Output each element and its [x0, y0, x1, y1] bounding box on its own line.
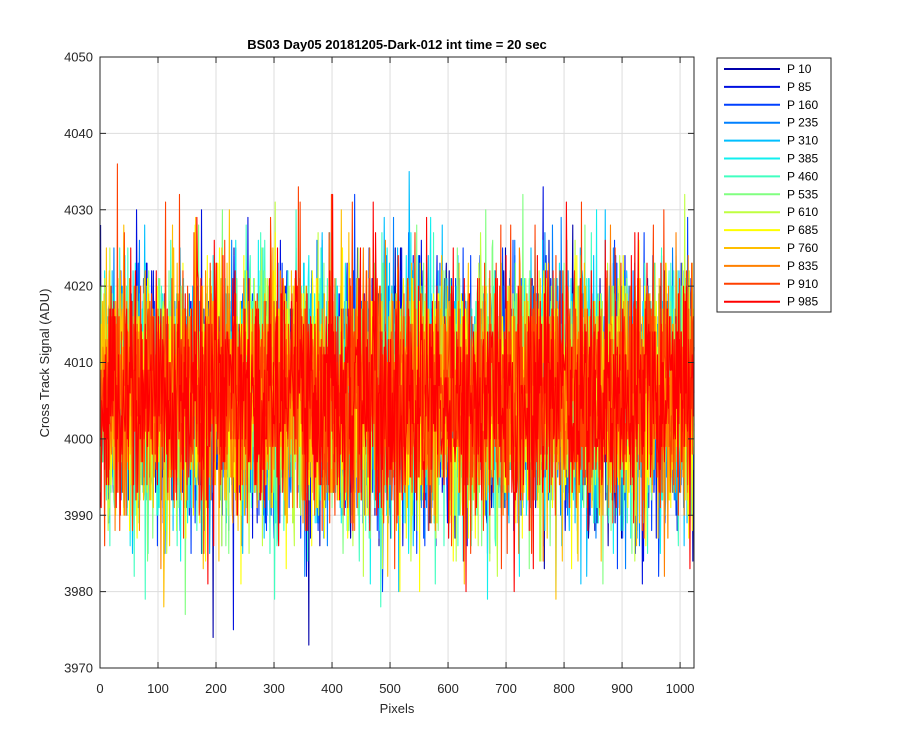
legend-label: P 160	[787, 98, 818, 112]
chart-title: BS03 Day05 20181205-Dark-012 int time = …	[247, 37, 547, 52]
legend-items: P 10 P 85 P 160 P 235 P 310 P 385 P 460 P 535 P …	[724, 62, 818, 309]
plot-area	[99, 56, 695, 669]
y-tick-label: 4000	[64, 431, 93, 446]
legend-label: P 310	[787, 134, 818, 148]
legend-label: P 910	[787, 277, 818, 291]
y-tick-label: 4010	[64, 355, 93, 370]
y-tick-label: 3980	[64, 584, 93, 599]
y-tick-label: 4020	[64, 279, 93, 294]
legend-label: P 385	[787, 152, 818, 166]
legend-label: P 235	[787, 116, 818, 130]
series-lines	[100, 163, 695, 646]
legend: P 10 P 85 P 160 P 235 P 310 P 385 P 460 P 535 P …	[716, 57, 832, 313]
legend-label: P 760	[787, 241, 818, 255]
legend-label: P 460	[787, 169, 818, 183]
legend-label: P 685	[787, 223, 818, 237]
x-tick-label: 400	[321, 681, 343, 696]
legend-label: P 835	[787, 259, 818, 273]
y-tick-label: 4040	[64, 126, 93, 141]
legend-label: P 85	[787, 80, 812, 94]
x-tick-label: 500	[379, 681, 401, 696]
legend-box	[716, 57, 832, 313]
x-axis: 0 100 200 300 400 500 600 700 800 900 1000	[96, 57, 695, 696]
y-axis: 3970 3980 3990 4000 4010 4020 4030 4040 4050	[64, 50, 694, 676]
y-tick-label: 3970	[64, 661, 93, 676]
legend-label: P 985	[787, 295, 818, 309]
x-tick-label: 600	[437, 681, 459, 696]
x-tick-label: 900	[611, 681, 633, 696]
x-tick-label: 700	[495, 681, 517, 696]
x-tick-label: 300	[263, 681, 285, 696]
x-tick-label: 100	[147, 681, 169, 696]
legend-label: P 535	[787, 187, 818, 201]
series-line-p985	[100, 193, 695, 593]
y-tick-label: 4030	[64, 202, 93, 217]
y-tick-label: 4050	[64, 50, 93, 65]
legend-label: P 610	[787, 205, 818, 219]
x-tick-label: 800	[553, 681, 575, 696]
x-tick-label: 1000	[666, 681, 695, 696]
legend-label: P 10	[787, 62, 812, 76]
x-axis-label: Pixels	[380, 701, 415, 716]
y-tick-label: 3990	[64, 508, 93, 523]
y-axis-label: Cross Track Signal (ADU)	[37, 289, 52, 438]
x-tick-label: 0	[96, 681, 103, 696]
x-tick-label: 200	[205, 681, 227, 696]
